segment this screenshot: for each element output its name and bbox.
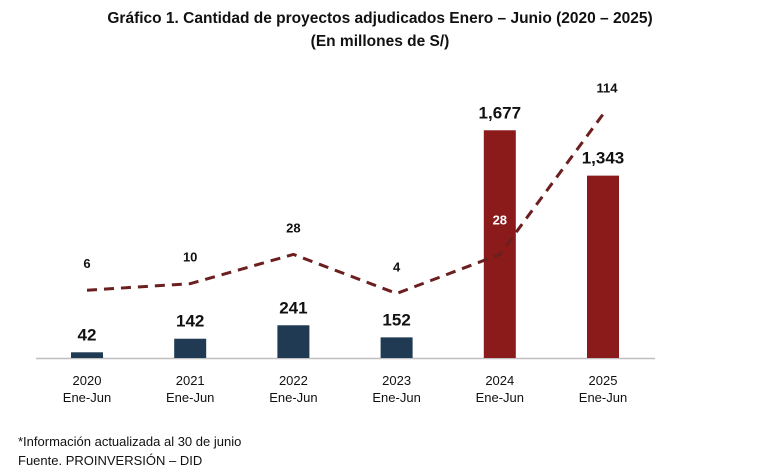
line-series — [86, 113, 605, 296]
x-tick-label: 2024 — [485, 373, 514, 388]
bar-value-label: 142 — [176, 312, 204, 331]
x-tick-sublabel: Ene-Jun — [63, 390, 111, 405]
bar — [174, 338, 207, 358]
bar-value-label: 1,677 — [479, 103, 522, 122]
line-value-label: 28 — [286, 220, 300, 235]
line-value-label: 6 — [83, 256, 90, 271]
bar — [483, 130, 516, 358]
footnote: *Información actualizada al 30 de junio — [18, 434, 242, 449]
chart-area: 42 142 241 152 1,677 1,343 6 10 28 4 28 114 2020 Ene-… — [36, 80, 655, 405]
x-tick-sublabel: Ene-Jun — [579, 390, 627, 405]
x-tick-sublabel: Ene-Jun — [269, 390, 317, 405]
x-tick-label: 2025 — [589, 373, 618, 388]
line-value-label: 4 — [393, 259, 401, 274]
bar-value-label: 1,343 — [582, 149, 625, 168]
bar-value-label: 152 — [382, 310, 410, 329]
bar — [380, 337, 413, 358]
x-tick-sublabel: Ene-Jun — [372, 390, 420, 405]
x-tick-label: 2020 — [73, 373, 102, 388]
bar — [71, 352, 103, 358]
bar — [277, 325, 310, 358]
x-tick-label: 2021 — [176, 373, 205, 388]
x-tick-label: 2022 — [279, 373, 308, 388]
line-value-label: 28 — [493, 212, 507, 227]
bar-value-label: 42 — [78, 325, 97, 344]
line-value-label: 10 — [183, 250, 197, 265]
line-value-label: 114 — [597, 80, 619, 95]
source-note: Fuente. PROINVERSIÓN – DID — [18, 453, 203, 468]
x-tick-label: 2023 — [382, 373, 411, 388]
chart-subtitle: (En millones de S/) — [310, 33, 450, 50]
chart-title: Gráfico 1. Cantidad de proyectos adjudic… — [107, 10, 653, 27]
x-tick-sublabel: Ene-Jun — [476, 390, 524, 405]
bar-value-label: 241 — [279, 298, 307, 317]
bar — [587, 175, 619, 358]
x-tick-sublabel: Ene-Jun — [166, 390, 214, 405]
